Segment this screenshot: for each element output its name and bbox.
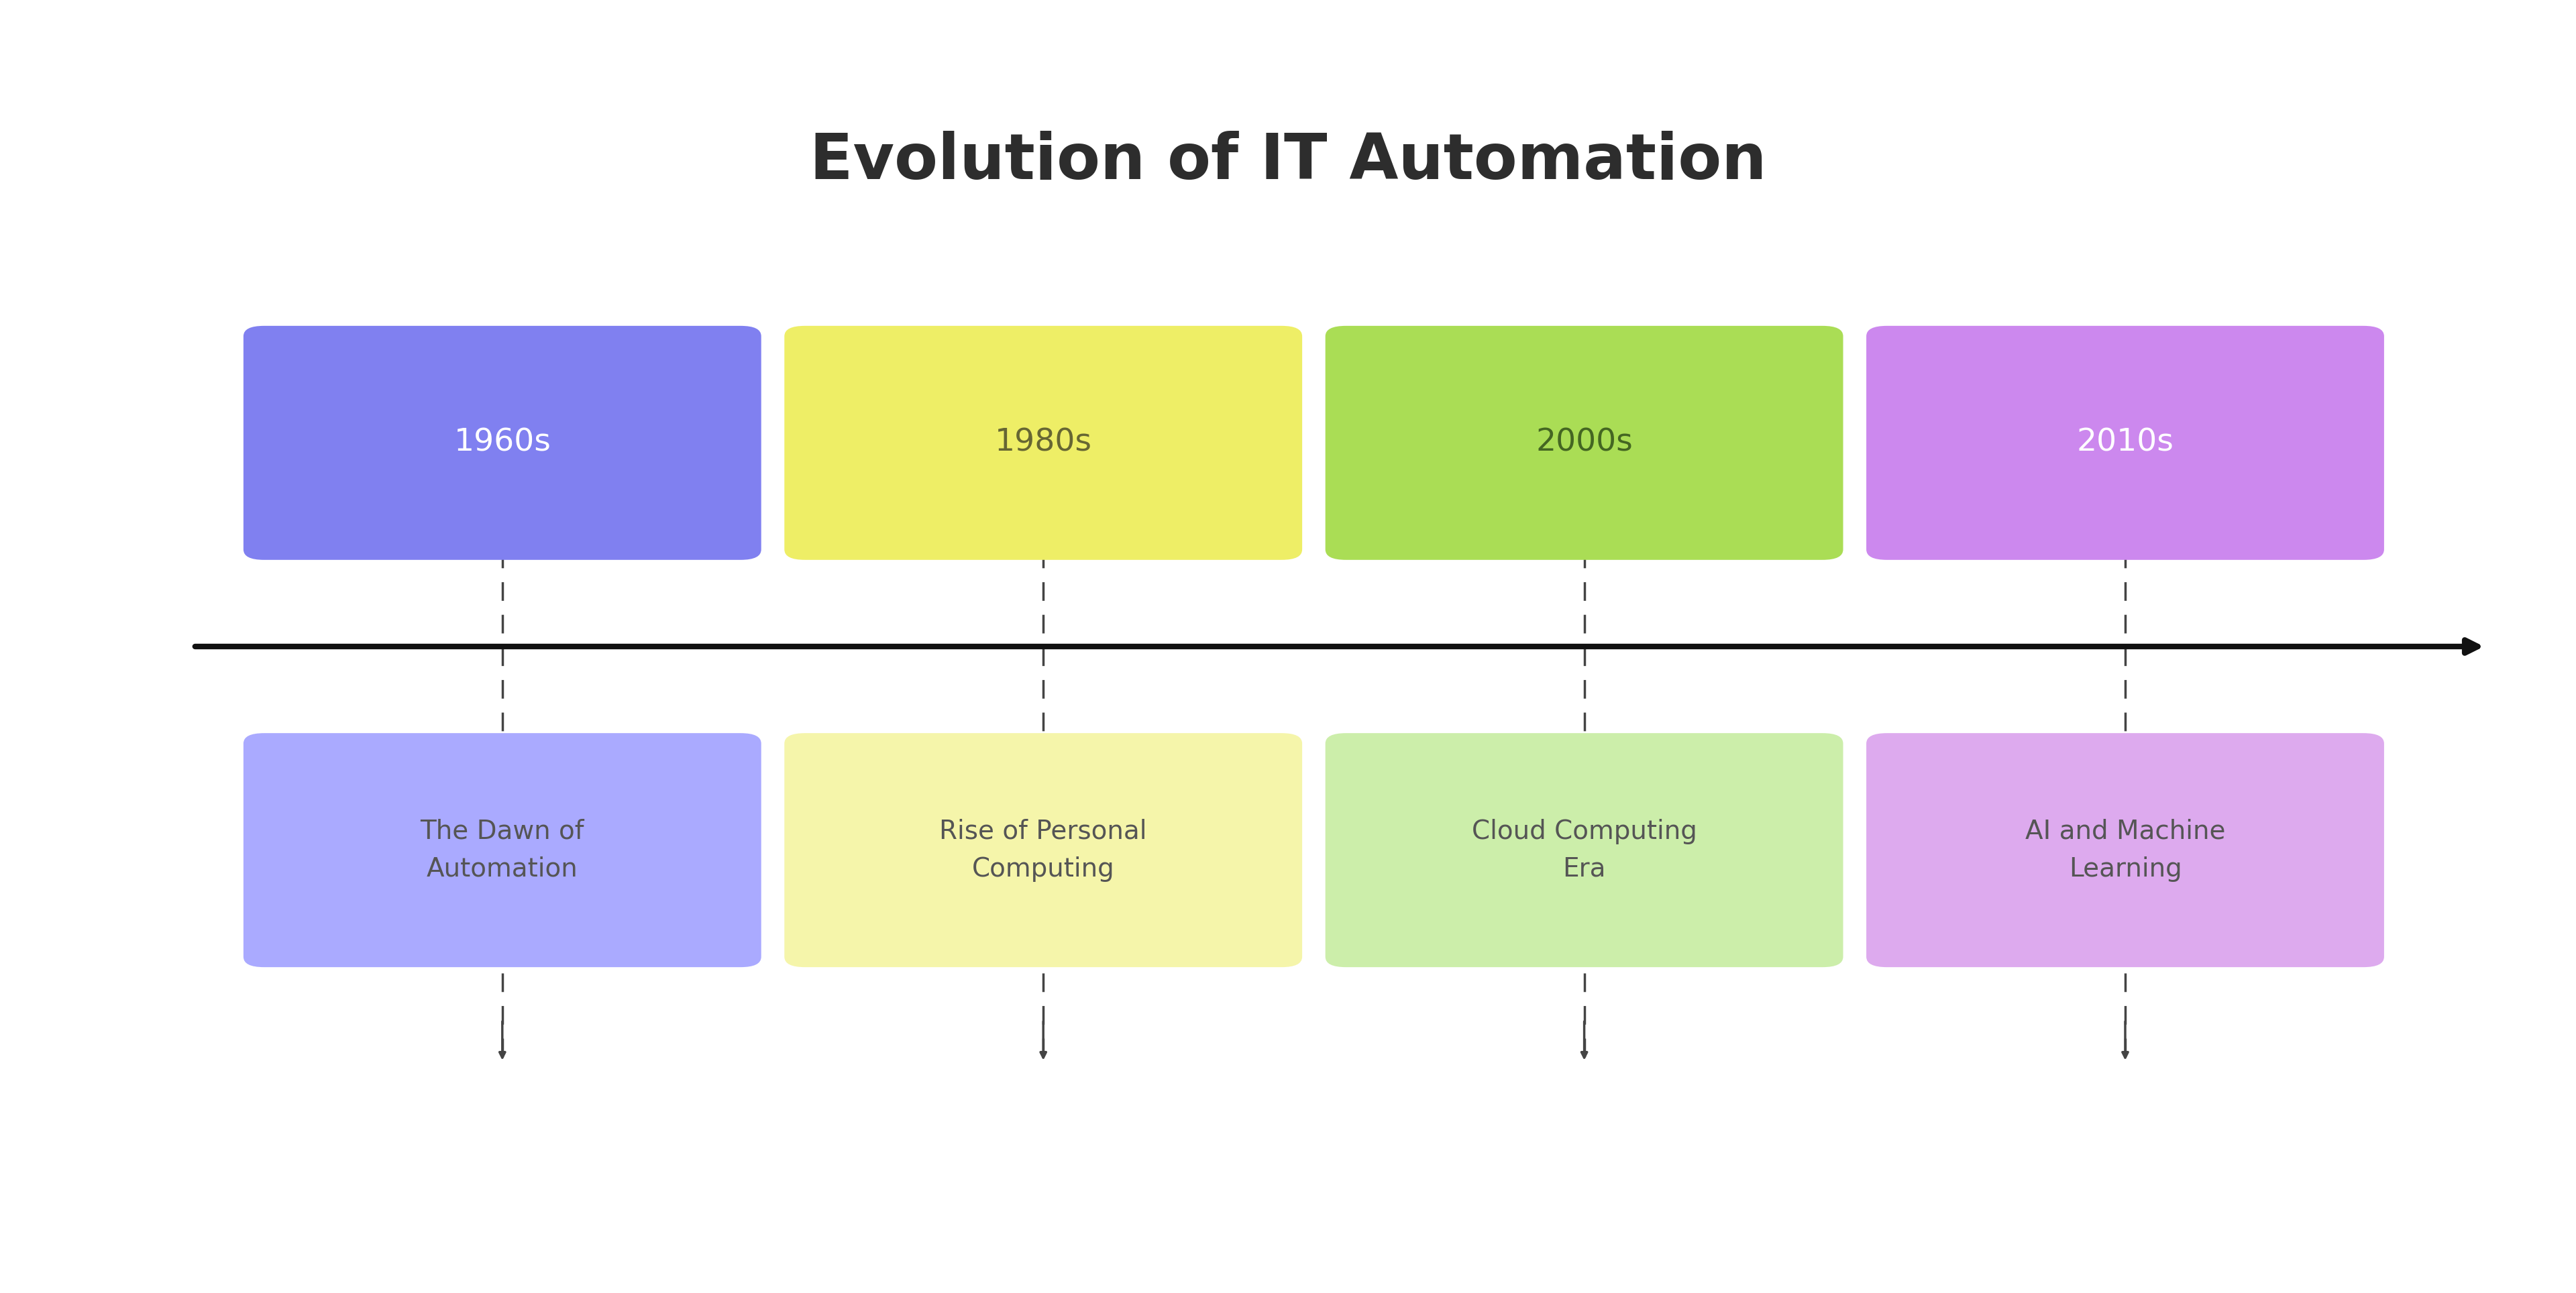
Text: 1960s: 1960s [453,428,551,458]
Text: 2000s: 2000s [1535,428,1633,458]
Text: AI and Machine
Learning: AI and Machine Learning [2025,818,2226,882]
Text: Rise of Personal
Computing: Rise of Personal Computing [940,818,1146,882]
FancyBboxPatch shape [783,326,1303,560]
Text: Cloud Computing
Era: Cloud Computing Era [1471,818,1698,882]
FancyBboxPatch shape [1865,326,2385,560]
Text: 1980s: 1980s [994,428,1092,458]
Text: Evolution of IT Automation: Evolution of IT Automation [809,131,1767,193]
FancyBboxPatch shape [783,733,1303,967]
Text: 2010s: 2010s [2076,428,2174,458]
Text: The Dawn of
Automation: The Dawn of Automation [420,818,585,882]
FancyBboxPatch shape [1324,326,1844,560]
FancyBboxPatch shape [1865,733,2385,967]
FancyBboxPatch shape [242,326,762,560]
FancyBboxPatch shape [1324,733,1844,967]
FancyBboxPatch shape [242,733,762,967]
